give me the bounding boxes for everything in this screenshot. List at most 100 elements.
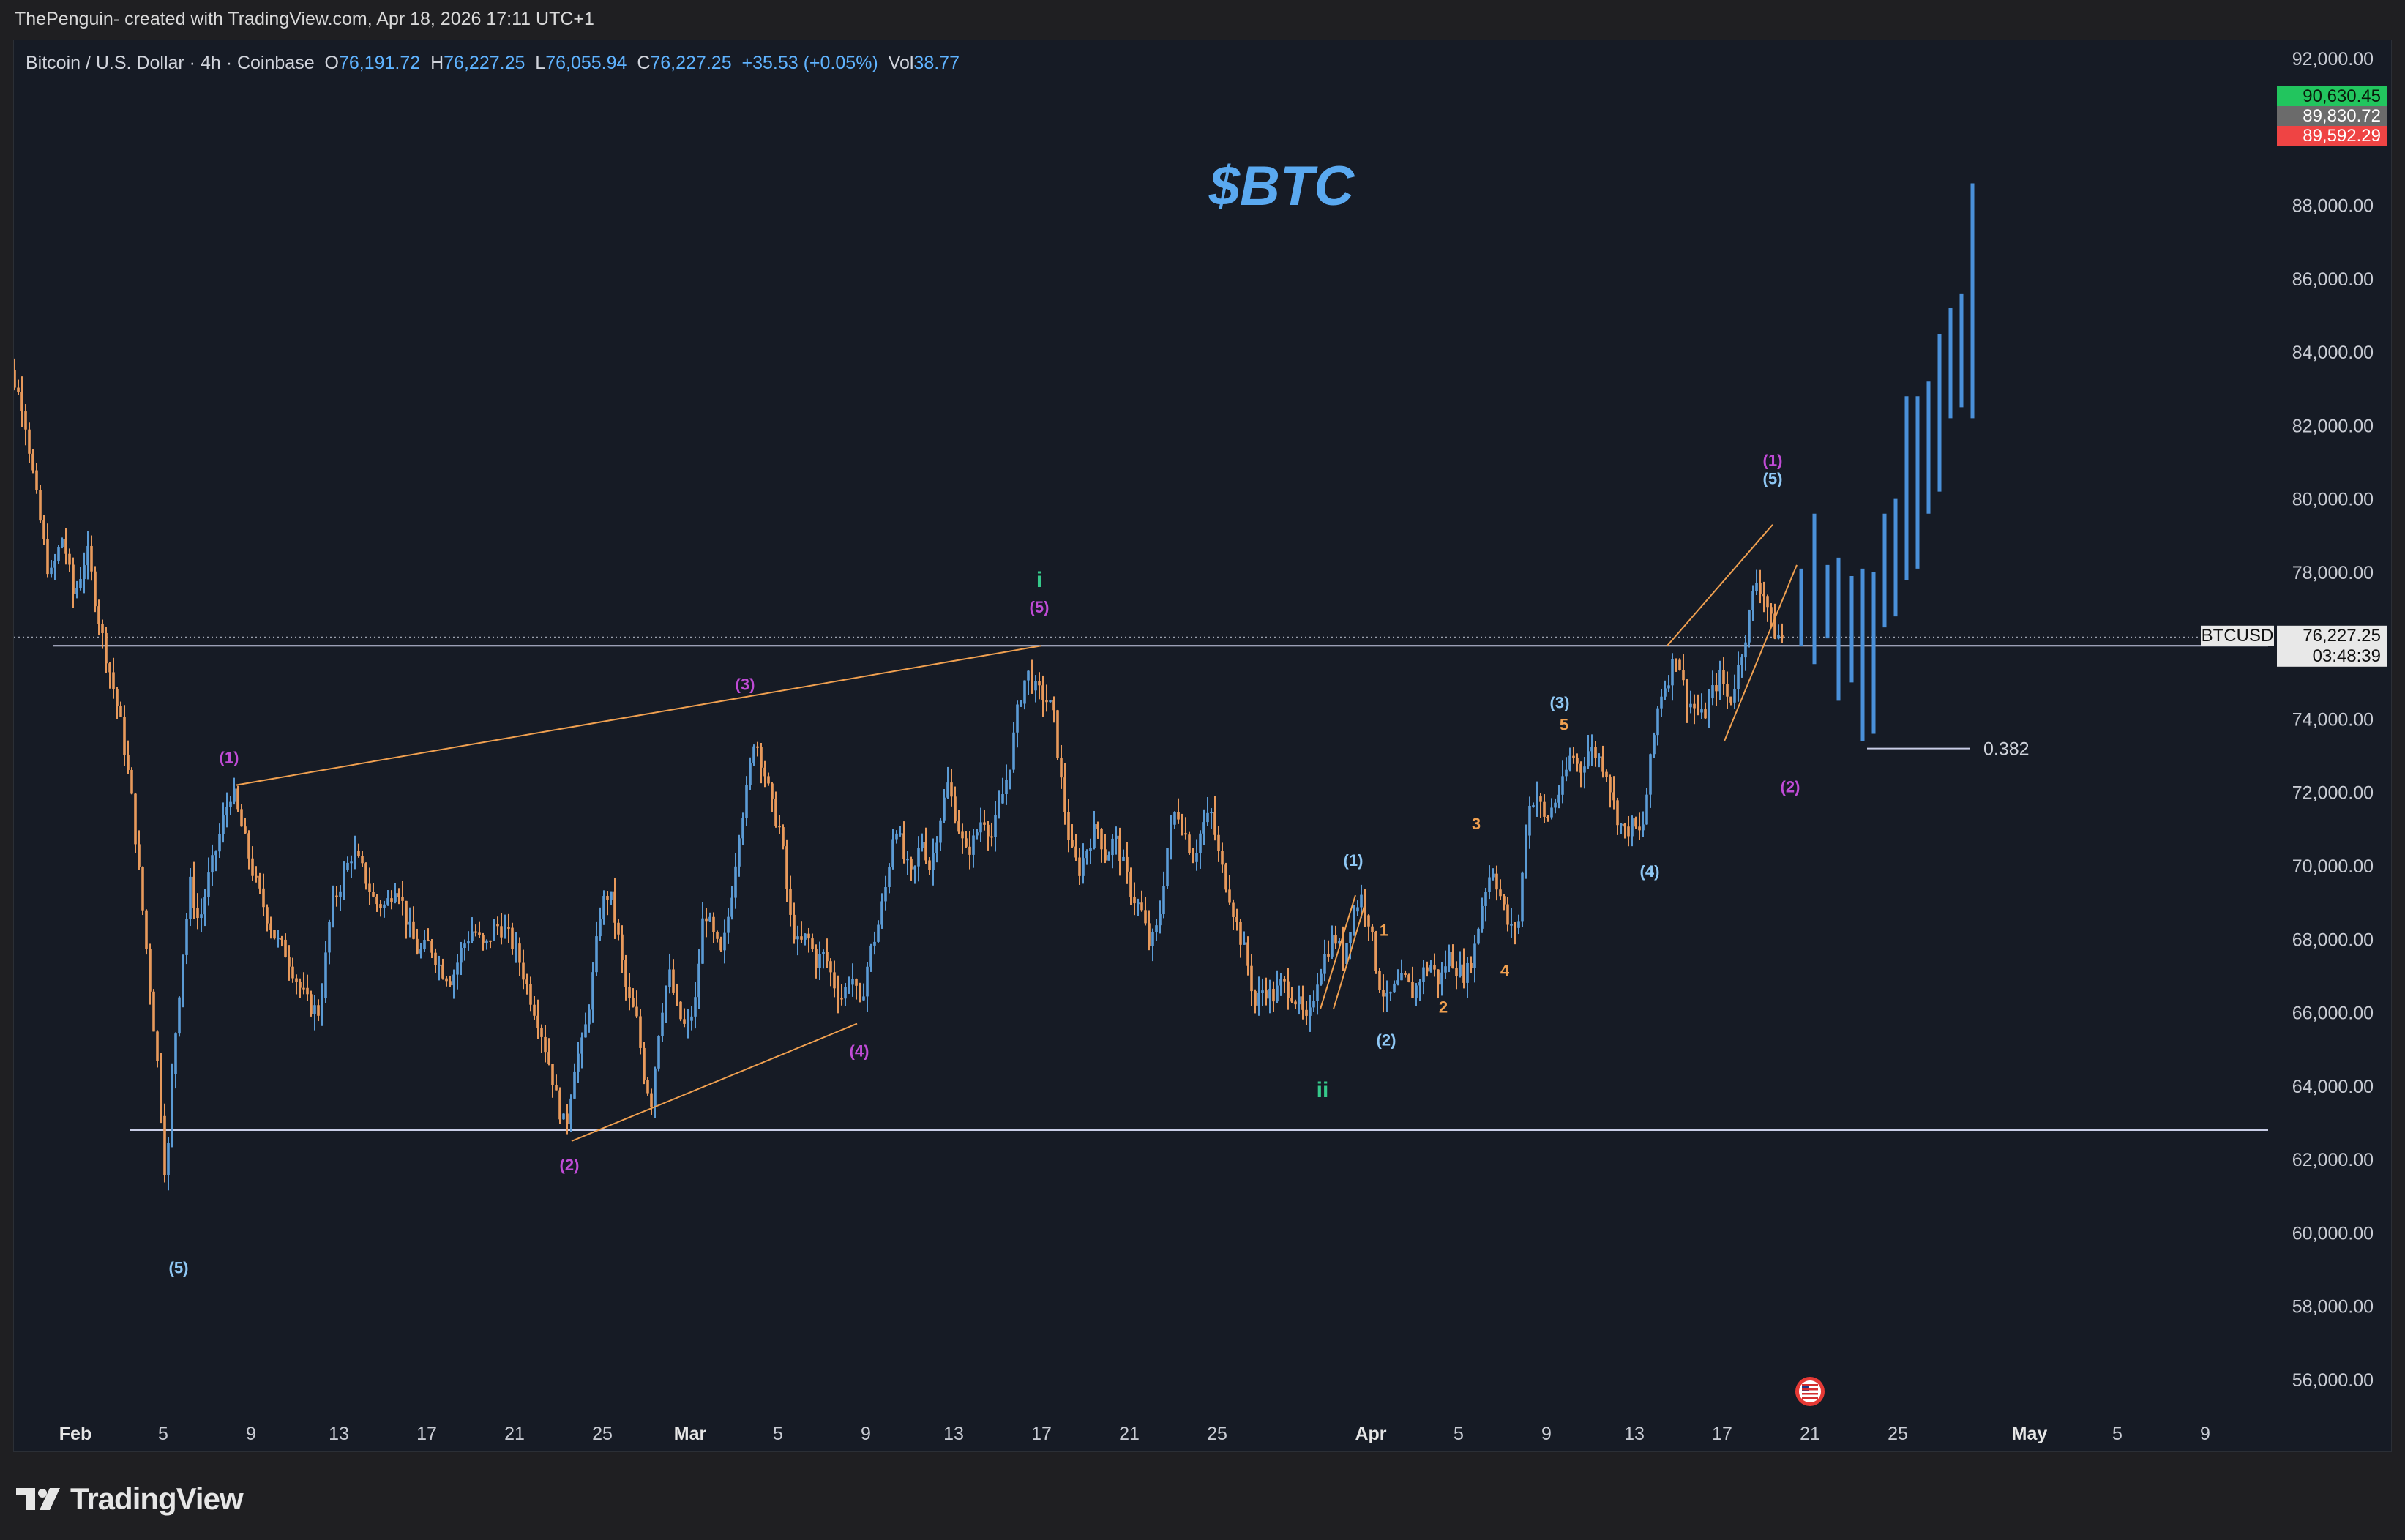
candle-body <box>1407 974 1410 982</box>
wave-label: (5) <box>169 1258 189 1277</box>
volume-value: 38.77 <box>913 53 960 73</box>
candle-body <box>493 924 495 941</box>
candle-body <box>1224 864 1227 890</box>
price-tick-label: 82,000.00 <box>2292 416 2374 436</box>
candlestick-series <box>14 358 1784 1191</box>
candle-body <box>855 979 858 986</box>
candle-body <box>1546 816 1549 818</box>
candle-body <box>313 1005 316 1014</box>
candle-body <box>1751 591 1754 610</box>
trend-line[interactable] <box>1667 524 1773 646</box>
candle-body <box>1349 932 1352 943</box>
candle-body <box>935 842 938 853</box>
candle-body <box>1009 769 1011 780</box>
candle-body <box>1422 967 1425 982</box>
price-chart[interactable]: 0.382 (5)(1)(2)(3)(4)(5)iii(1)(2)12345(3… <box>14 40 2392 1452</box>
trend-line[interactable] <box>1724 564 1798 741</box>
candle-body <box>368 883 371 892</box>
candle-body <box>741 818 744 839</box>
candle-body <box>1356 907 1359 912</box>
candle-body <box>390 898 393 902</box>
candle-body <box>167 1143 170 1175</box>
candle-body <box>902 833 905 859</box>
time-tick-label: 21 <box>1800 1424 1820 1444</box>
candle-body <box>178 997 181 1034</box>
candle-body <box>968 846 971 855</box>
candle-body <box>416 938 419 954</box>
wave-label: 4 <box>1500 961 1510 979</box>
candle-body <box>1495 873 1498 890</box>
price-tag-box <box>2277 625 2387 646</box>
tradingview-logo[interactable]: TradingView <box>16 1481 244 1517</box>
chart-background <box>14 40 2391 1451</box>
candle-body <box>734 866 737 898</box>
candle-body <box>1587 751 1590 767</box>
candle-body <box>1254 991 1257 1006</box>
candle-body <box>335 895 338 897</box>
candle-body <box>423 940 426 950</box>
candle-body <box>1642 824 1645 831</box>
candle-body <box>1770 607 1773 614</box>
candle-body <box>1294 1001 1297 1005</box>
candle-body <box>961 831 964 839</box>
wave-label: i <box>1036 568 1042 592</box>
candle-body <box>1382 990 1385 997</box>
candle-body <box>1623 823 1626 827</box>
candle-body <box>163 1115 166 1175</box>
price-axis[interactable]: 56,000.00 58,000.00 60,000.00 62,000.00 64,0… <box>2270 40 2392 1452</box>
candle-body <box>727 916 730 933</box>
candle-body <box>130 769 133 794</box>
candle-body <box>1082 858 1085 876</box>
candle-body <box>1481 905 1484 929</box>
candle-body <box>375 896 378 905</box>
price-tag-value: 89,592.29 <box>2303 126 2381 146</box>
candle-body <box>1140 902 1143 911</box>
candle-body <box>760 747 763 768</box>
price-tick-label: 92,000.00 <box>2292 49 2374 70</box>
candle-body <box>438 964 441 966</box>
candle-body <box>1510 924 1513 926</box>
trend-line[interactable] <box>571 1023 858 1142</box>
candle-body <box>862 996 865 1001</box>
price-tag-value: 89,830.72 <box>2303 106 2381 126</box>
trend-line[interactable] <box>235 645 1042 786</box>
candle-body <box>547 1052 550 1064</box>
candle-body <box>269 923 272 930</box>
candle-body <box>284 939 287 957</box>
candle-body <box>1001 794 1004 804</box>
candle-body <box>156 1031 159 1061</box>
candle-body <box>1506 904 1509 925</box>
candle-body <box>632 998 635 1007</box>
candle-body <box>108 663 111 673</box>
candle-body <box>266 907 269 924</box>
trend-line[interactable] <box>1320 894 1356 1009</box>
candle-body <box>1609 777 1612 793</box>
candle-body <box>690 1016 693 1021</box>
chart-panel[interactable]: 0.382 (5) (1) (2) (3) (4) (5) i ii (1) (2) 1 2 3 4 5 (3… <box>13 40 2392 1452</box>
candle-body <box>1400 973 1403 981</box>
candle-body <box>1616 800 1619 826</box>
candle-body <box>665 987 667 1013</box>
candle-body <box>848 984 850 987</box>
candle-body <box>606 896 609 900</box>
price-tick-label: 68,000.00 <box>2292 930 2374 950</box>
candle-body <box>1045 700 1048 703</box>
candle-body <box>39 490 42 521</box>
candle-body <box>72 564 75 594</box>
economic-event-marker[interactable] <box>1795 1377 1825 1406</box>
wave-label: ii <box>1317 1078 1329 1102</box>
candle-body <box>1396 980 1399 984</box>
time-axis[interactable]: Feb 5 9 13 17 21 25 Mar 5 9 13 17 21 25 Apr 5 9 13 17 21 25 M… <box>14 1416 2392 1452</box>
price-tick-label: 84,000.00 <box>2292 343 2374 363</box>
trend-line[interactable] <box>1333 905 1365 1009</box>
tradingview-mark-icon <box>16 1488 60 1510</box>
candle-body <box>1605 771 1608 777</box>
candle-body <box>745 785 748 818</box>
candle-body <box>496 924 499 927</box>
trend-lines[interactable] <box>235 524 1798 1142</box>
candle-body <box>1221 851 1224 865</box>
candle-body <box>182 954 184 998</box>
candle-body <box>1568 755 1571 770</box>
symbol-name: Bitcoin / U.S. Dollar · 4h · Coinbase <box>26 53 315 73</box>
candle-body <box>913 866 916 870</box>
